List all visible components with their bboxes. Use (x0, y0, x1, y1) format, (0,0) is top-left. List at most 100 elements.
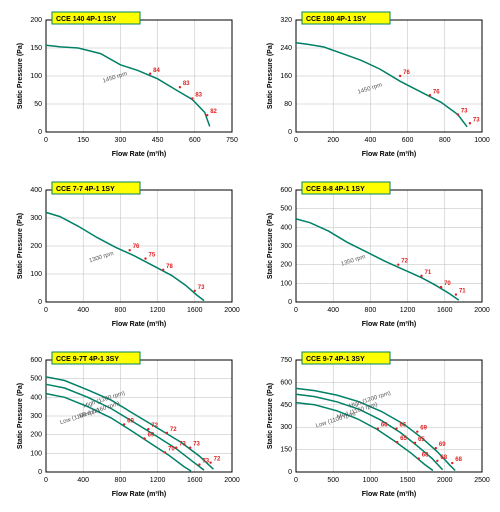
y-tick: 500 (30, 376, 42, 383)
fan-curve-chart: 0400800120016002000010020030040050060013… (260, 180, 492, 332)
efficiency-point: 82 (210, 109, 217, 115)
x-axis-label: Flow Rate (m³/h) (362, 491, 416, 498)
efficiency-point: 69 (127, 418, 134, 424)
y-tick: 300 (30, 215, 42, 222)
chart-title: CCE 140 4P-1 1SY (56, 16, 117, 23)
y-tick: 0 (288, 299, 292, 306)
y-tick: 100 (280, 280, 292, 287)
efficiency-point: 66 (381, 423, 388, 429)
y-tick: 300 (30, 413, 42, 420)
y-tick: 600 (30, 357, 42, 364)
x-tick: 1600 (187, 477, 203, 484)
fan-curve (46, 212, 204, 300)
x-tick: 750 (226, 137, 238, 144)
y-tick: 100 (30, 271, 42, 278)
y-tick: 200 (30, 432, 42, 439)
y-tick: 240 (280, 45, 292, 52)
y-tick: 300 (280, 243, 292, 250)
y-tick: 0 (38, 129, 42, 136)
efficiency-point: 76 (403, 70, 410, 76)
x-tick: 450 (152, 137, 164, 144)
efficiency-point: 73 (202, 459, 209, 465)
y-axis-label: Static Pressure (Pa) (267, 383, 274, 449)
efficiency-point: 83 (183, 81, 190, 87)
fan-curve-chart: 050010001500200025000150300450600750High… (260, 350, 492, 502)
y-tick: 400 (30, 187, 42, 194)
x-axis-label: Flow Rate (m³/h) (362, 151, 416, 158)
x-tick: 200 (327, 137, 339, 144)
chart-title: CCE 8-8 4P-1 1SY (306, 186, 365, 193)
efficiency-point: 76 (433, 89, 440, 95)
efficiency-point: 70 (168, 446, 175, 452)
efficiency-point: 69 (420, 426, 427, 432)
efficiency-point: 72 (170, 427, 177, 433)
chart-panel: 050010001500200025000150300450600750High… (260, 350, 492, 502)
x-tick: 1200 (150, 477, 166, 484)
efficiency-point: 73 (193, 442, 200, 448)
efficiency-point: 69 (148, 432, 155, 438)
chart-grid: 01503004506007500501001502001450 rpm8483… (10, 10, 490, 502)
chart-panel: 0400800120016002000010020030040050060013… (260, 180, 492, 332)
y-tick: 400 (30, 394, 42, 401)
x-tick: 0 (44, 307, 48, 314)
x-tick: 400 (327, 307, 339, 314)
chart-title: CCE 9-7T 4P-1 3SY (56, 356, 119, 363)
x-tick: 1600 (437, 307, 453, 314)
efficiency-point: 68 (455, 457, 462, 463)
x-axis-label: Flow Rate (m³/h) (112, 151, 166, 158)
rpm-label: Low (1100 rpm) (315, 411, 356, 430)
x-axis-label: Flow Rate (m³/h) (112, 491, 166, 498)
x-tick: 2000 (474, 307, 490, 314)
x-axis-label: Flow Rate (m³/h) (362, 321, 416, 328)
x-tick: 600 (402, 137, 414, 144)
x-tick: 400 (77, 477, 89, 484)
x-tick: 800 (439, 137, 451, 144)
x-tick: 0 (294, 137, 298, 144)
x-tick: 0 (294, 307, 298, 314)
chart-panel: 020040060080010000801602403201450 rpm767… (260, 10, 492, 162)
x-tick: 1000 (474, 137, 490, 144)
efficiency-point: 71 (425, 270, 432, 276)
x-tick: 0 (294, 477, 298, 484)
y-tick: 600 (280, 187, 292, 194)
y-tick: 100 (30, 450, 42, 457)
efficiency-point: 65 (400, 436, 407, 442)
chart-title: CCE 180 4P-1 1SY (306, 16, 367, 23)
y-tick: 100 (30, 73, 42, 80)
efficiency-point: 75 (149, 253, 156, 259)
efficiency-point: 68 (422, 453, 429, 459)
efficiency-point: 76 (133, 244, 140, 250)
efficiency-point: 73 (461, 109, 468, 115)
y-tick: 300 (280, 424, 292, 431)
y-tick: 320 (280, 17, 292, 24)
x-tick: 1600 (187, 307, 203, 314)
fan-curve (296, 403, 433, 471)
efficiency-point: 78 (166, 264, 173, 270)
x-tick: 150 (77, 137, 89, 144)
y-tick: 200 (30, 17, 42, 24)
x-tick: 1000 (363, 477, 379, 484)
x-tick: 600 (189, 137, 201, 144)
efficiency-point: 69 (439, 442, 446, 448)
rpm-label: 1450 rpm (357, 82, 383, 96)
fan-curve-chart: 040080012001600200001002003004001300 rpm… (10, 180, 242, 332)
y-axis-label: Static Pressure (Pa) (17, 213, 24, 279)
efficiency-point: 71 (459, 289, 466, 295)
x-tick: 800 (115, 477, 127, 484)
x-tick: 1500 (400, 477, 416, 484)
x-tick: 2000 (224, 307, 240, 314)
y-tick: 750 (280, 357, 292, 364)
y-axis-label: Static Pressure (Pa) (267, 43, 274, 109)
x-axis-label: Flow Rate (m³/h) (112, 321, 166, 328)
y-tick: 0 (38, 469, 42, 476)
rpm-label: 1350 rpm (340, 254, 366, 268)
efficiency-point: 65 (418, 437, 425, 443)
x-tick: 2000 (224, 477, 240, 484)
y-tick: 0 (288, 469, 292, 476)
chart-panel: 04008001200160020000100200300400500600Hi… (10, 350, 242, 502)
y-tick: 80 (284, 101, 292, 108)
y-tick: 0 (38, 299, 42, 306)
x-tick: 2500 (474, 477, 490, 484)
efficiency-point: 84 (153, 68, 160, 74)
fan-curve-chart: 04008001200160020000100200300400500600Hi… (10, 350, 242, 502)
